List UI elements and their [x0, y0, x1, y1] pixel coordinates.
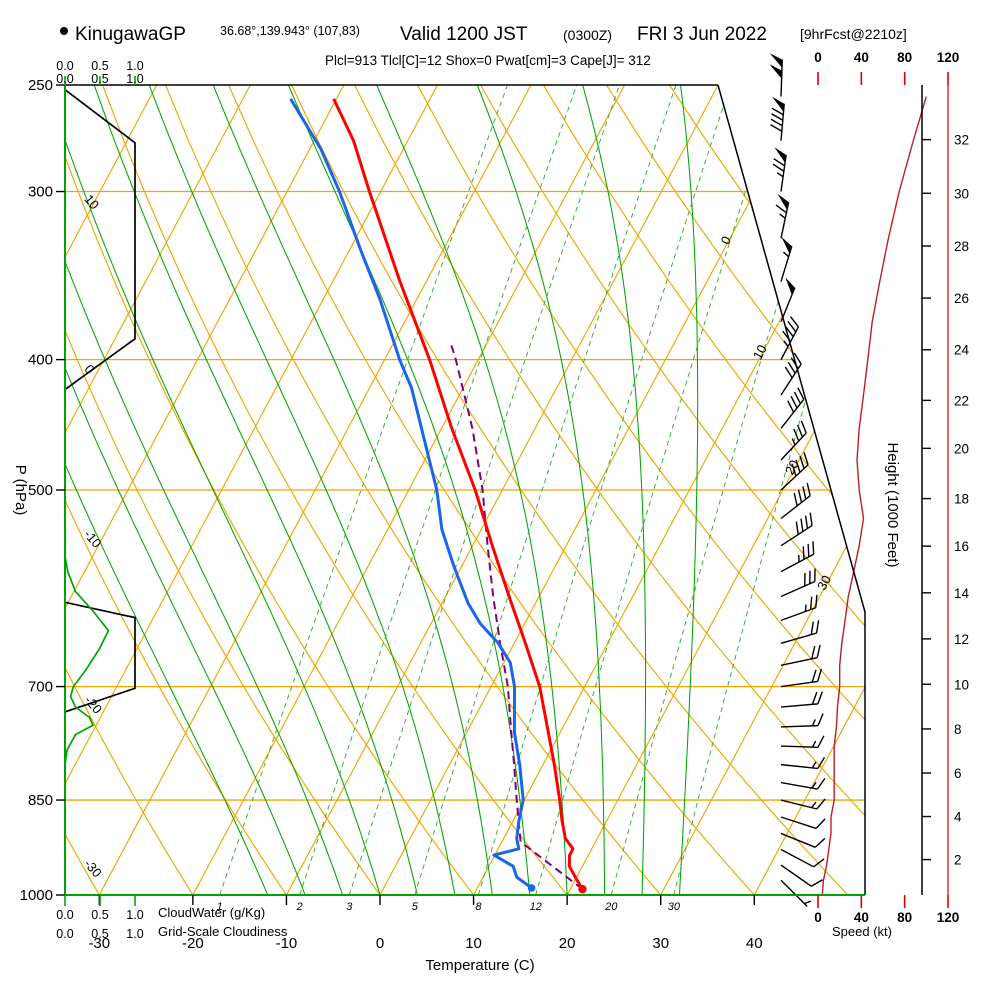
pressure-tick-label: 300	[28, 184, 53, 201]
station-coords: 36.68°,139.943° (107,83)	[220, 24, 360, 38]
temp-tick-label: 40	[746, 935, 763, 952]
cloudwater-scale-label: 0.5	[91, 59, 108, 73]
height-tick-label: 8	[954, 722, 962, 737]
titles: KinugawaGP 36.68°,139.943° (107,83) Vali…	[12, 24, 907, 974]
wind-speed-curve	[821, 96, 927, 896]
cloudiness-scale-label: 0.0	[56, 72, 73, 86]
mixing-ratio-label: 1	[217, 901, 223, 913]
parcel-curve	[449, 341, 584, 890]
speed-tick-label: 0	[814, 910, 822, 925]
station-bullet-icon	[60, 27, 68, 35]
pressure-axis-title: P (hPa)	[12, 465, 29, 516]
wind-barbs	[769, 53, 826, 907]
height-tick-label: 26	[954, 291, 969, 306]
cloudwater-scale-label: 0.5	[91, 908, 108, 922]
height-tick-label: 32	[954, 133, 969, 148]
cloudiness-axis-title: Grid-Scale Cloudiness	[158, 924, 288, 939]
mixing-ratio-label: 3	[346, 901, 353, 913]
cloudwater-curve	[65, 556, 110, 765]
isotherm-label: 30	[814, 573, 834, 593]
height-tick-label: 14	[954, 586, 970, 601]
temperature-axis-title: Temperature (C)	[425, 957, 534, 974]
pressure-tick-label: 850	[28, 792, 53, 809]
stability-params: Plcl=913 Tlcl[C]=12 Shox=0 Pwat[cm]=3 Ca…	[325, 53, 651, 68]
speed-tick-label: 0	[814, 50, 822, 65]
mixing-ratio-label: 5	[412, 901, 419, 913]
height-tick-label: 16	[954, 539, 969, 554]
adiabat-label: -30	[81, 856, 105, 880]
forecast-tag: [9hrFcst@2210z]	[800, 26, 907, 42]
sounding-curves	[289, 98, 587, 894]
valid-time: Valid 1200 JST	[400, 24, 528, 45]
height-tick-label: 24	[954, 343, 970, 358]
mixing-ratio-label: 8	[475, 901, 482, 913]
isotherm-label: 10	[750, 342, 770, 362]
cloudiness-scale-label: 1.0	[126, 927, 143, 941]
speed-axis-title: Speed (kt)	[832, 924, 892, 939]
valid-date: FRI 3 Jun 2022	[637, 24, 767, 45]
speed-tick-label: 40	[854, 910, 869, 925]
speed-tick-label: 120	[937, 50, 960, 65]
height-tick-label: 18	[954, 492, 969, 507]
height-tick-label: 12	[954, 632, 969, 647]
mixing-ratio-label: 20	[604, 901, 618, 913]
height-tick-label: 2	[954, 853, 962, 868]
height-tick-label: 20	[954, 441, 969, 456]
pressure-tick-label: 250	[28, 77, 53, 94]
pressure-tick-label: 1000	[20, 887, 53, 904]
temp-tick-label: 30	[652, 935, 669, 952]
cloudwater-scale-label: 0.0	[56, 59, 73, 73]
temp-tick-label: 10	[465, 935, 482, 952]
surface-temp-dot	[578, 884, 587, 894]
surface-dew-dot	[527, 884, 536, 892]
height-axis-title: Height (1000 Feet)	[884, 442, 901, 567]
speed-tick-label: 40	[854, 50, 869, 65]
cloudwater-scale-label: 0.0	[56, 908, 73, 922]
cloudiness-scale-label: 0.0	[56, 927, 73, 941]
height-tick-label: 22	[954, 393, 969, 408]
height-tick-label: 30	[954, 186, 969, 201]
dewpoint-curve	[289, 98, 533, 890]
cloudiness-scale-label: 0.5	[91, 72, 108, 86]
mixing-ratio-label: 12	[530, 901, 542, 913]
height-tick-label: 28	[954, 239, 969, 254]
cloudwater-axis-title: CloudWater (g/Kg)	[158, 905, 265, 920]
temp-tick-label: 0	[376, 935, 384, 952]
cloudiness-scale-label: 0.5	[91, 927, 108, 941]
height-tick-label: 4	[954, 810, 962, 825]
height-tick-label: 10	[954, 677, 969, 692]
station-name: KinugawaGP	[75, 24, 186, 45]
speed-tick-label: 120	[937, 910, 960, 925]
adiabat-label: -20	[82, 693, 106, 717]
temperature-curve	[332, 98, 584, 890]
temp-tick-label: -30	[88, 935, 110, 952]
speed-tick-label: 80	[897, 910, 912, 925]
cloudwater-scale-label: 1.0	[126, 908, 143, 922]
background-grid	[65, 85, 865, 895]
cloud-profiles	[65, 89, 136, 765]
mixing-ratio-label: 30	[668, 901, 681, 913]
mixing-ratio-label: 2	[296, 901, 303, 913]
cloudwater-scale-label: 1.0	[126, 59, 143, 73]
adiabat-label: -10	[81, 527, 105, 551]
pressure-tick-label: 700	[28, 679, 53, 696]
speed-tick-label: 80	[897, 50, 912, 65]
valid-zulu: (0300Z)	[563, 27, 612, 43]
pressure-tick-label: 500	[28, 482, 53, 499]
pressure-tick-label: 400	[28, 352, 53, 369]
cloudiness-curve	[65, 89, 136, 750]
temp-tick-label: -20	[182, 935, 204, 952]
temp-tick-label: 20	[559, 935, 576, 952]
cloudiness-scale-label: 1.0	[126, 72, 143, 86]
temp-tick-label: -10	[276, 935, 298, 952]
height-tick-label: 6	[954, 766, 962, 781]
